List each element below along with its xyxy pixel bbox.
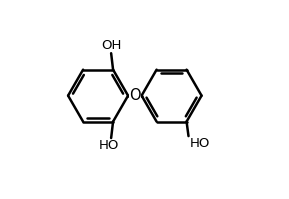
Text: HO: HO (190, 137, 210, 150)
Text: OH: OH (101, 39, 121, 52)
Text: O: O (129, 88, 141, 103)
Text: HO: HO (99, 139, 119, 152)
